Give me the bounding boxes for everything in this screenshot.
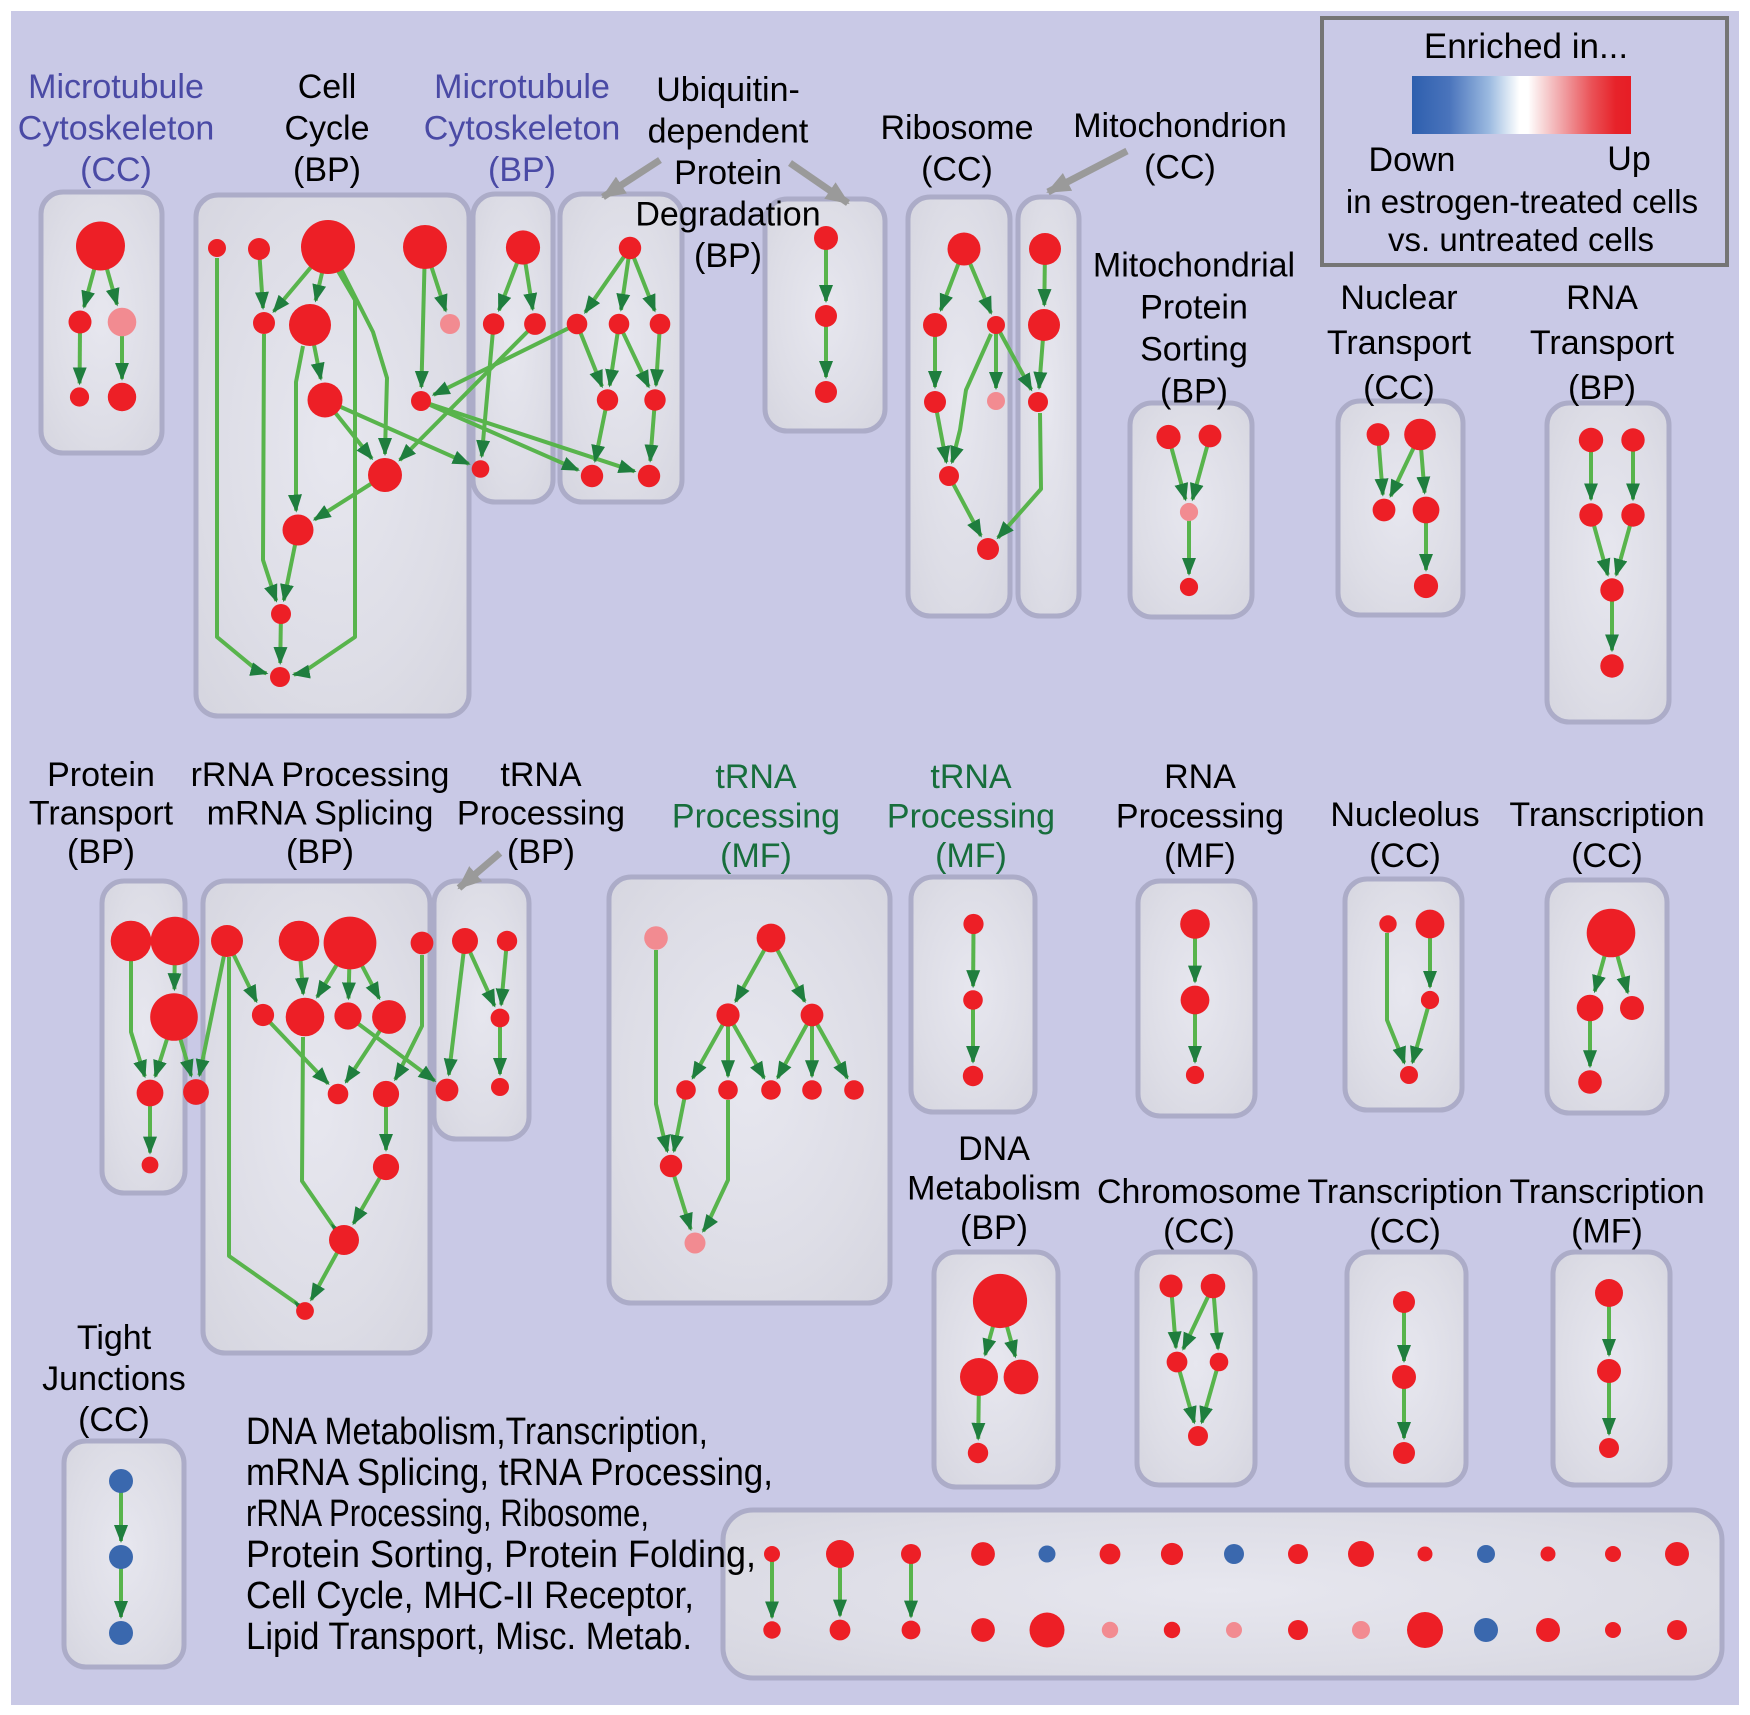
svg-text:Nuclear: Nuclear bbox=[1340, 279, 1457, 317]
svg-text:(MF): (MF) bbox=[1571, 1213, 1643, 1251]
svg-text:RNA: RNA bbox=[1566, 279, 1638, 317]
svg-text:Chromosome: Chromosome bbox=[1097, 1173, 1301, 1211]
svg-text:(BP): (BP) bbox=[286, 833, 354, 871]
svg-text:(MF): (MF) bbox=[720, 837, 792, 875]
svg-text:(CC): (CC) bbox=[1369, 1213, 1441, 1251]
svg-text:Processing: Processing bbox=[457, 795, 625, 833]
svg-text:Cytoskeleton: Cytoskeleton bbox=[18, 110, 215, 148]
svg-text:(BP): (BP) bbox=[1568, 369, 1636, 407]
svg-text:Protein: Protein bbox=[674, 154, 782, 192]
svg-text:Transcription: Transcription bbox=[1307, 1173, 1502, 1211]
svg-text:Transcription: Transcription bbox=[1509, 1173, 1704, 1211]
svg-text:Tight: Tight bbox=[77, 1319, 152, 1357]
svg-text:tRNA: tRNA bbox=[500, 756, 582, 794]
svg-text:Microtubule: Microtubule bbox=[434, 68, 610, 106]
svg-text:Cell Cycle, MHC-II Receptor,: Cell Cycle, MHC-II Receptor, bbox=[246, 1575, 694, 1617]
svg-text:Degradation: Degradation bbox=[635, 196, 820, 234]
svg-text:(CC): (CC) bbox=[1571, 837, 1643, 875]
svg-text:(BP): (BP) bbox=[488, 151, 556, 189]
svg-text:Processing: Processing bbox=[1116, 798, 1284, 836]
svg-text:(CC): (CC) bbox=[1144, 149, 1216, 187]
svg-text:Down: Down bbox=[1369, 141, 1456, 179]
svg-text:Protein Sorting, Protein Foldi: Protein Sorting, Protein Folding, bbox=[246, 1534, 756, 1576]
svg-text:(MF): (MF) bbox=[1164, 837, 1236, 875]
svg-text:(BP): (BP) bbox=[694, 237, 762, 275]
svg-text:Protein: Protein bbox=[1140, 289, 1248, 327]
svg-text:Cycle: Cycle bbox=[284, 110, 369, 148]
svg-text:Junctions: Junctions bbox=[42, 1360, 186, 1398]
svg-text:tRNA: tRNA bbox=[715, 758, 797, 796]
svg-text:Mitochondrion: Mitochondrion bbox=[1073, 107, 1287, 145]
svg-text:Metabolism: Metabolism bbox=[907, 1170, 1081, 1208]
svg-text:Up: Up bbox=[1607, 140, 1650, 178]
svg-text:Mitochondrial: Mitochondrial bbox=[1093, 247, 1295, 285]
svg-text:rRNA Processing: rRNA Processing bbox=[191, 756, 450, 794]
svg-text:Transport: Transport bbox=[29, 795, 174, 833]
svg-text:DNA Metabolism,Transcription,: DNA Metabolism,Transcription, bbox=[246, 1411, 708, 1453]
svg-text:vs. untreated cells: vs. untreated cells bbox=[1388, 221, 1654, 258]
svg-text:(BP): (BP) bbox=[1160, 373, 1228, 411]
svg-text:Ribosome: Ribosome bbox=[880, 109, 1033, 147]
svg-text:in estrogen-treated cells: in estrogen-treated cells bbox=[1346, 183, 1698, 220]
svg-text:Transport: Transport bbox=[1530, 324, 1675, 362]
svg-text:(MF): (MF) bbox=[935, 837, 1007, 875]
svg-text:(CC): (CC) bbox=[78, 1401, 150, 1439]
svg-text:DNA: DNA bbox=[958, 1130, 1030, 1168]
svg-text:Protein: Protein bbox=[47, 756, 155, 794]
svg-text:Processing: Processing bbox=[887, 798, 1055, 836]
svg-text:mRNA Splicing: mRNA Splicing bbox=[207, 795, 434, 833]
svg-text:Cytoskeleton: Cytoskeleton bbox=[424, 110, 621, 148]
svg-text:Ubiquitin-: Ubiquitin- bbox=[656, 71, 800, 109]
svg-text:dependent: dependent bbox=[648, 113, 809, 151]
svg-text:(CC): (CC) bbox=[921, 151, 993, 189]
svg-text:(CC): (CC) bbox=[80, 151, 152, 189]
svg-text:rRNA Processing, Ribosome,: rRNA Processing, Ribosome, bbox=[246, 1493, 649, 1535]
svg-text:Enriched in...: Enriched in... bbox=[1424, 27, 1628, 66]
svg-text:(BP): (BP) bbox=[293, 151, 361, 189]
svg-text:(CC): (CC) bbox=[1363, 369, 1435, 407]
svg-text:(BP): (BP) bbox=[507, 833, 575, 871]
svg-text:Transcription: Transcription bbox=[1509, 796, 1704, 834]
svg-text:mRNA Splicing, tRNA Processing: mRNA Splicing, tRNA Processing, bbox=[246, 1452, 773, 1494]
svg-text:Microtubule: Microtubule bbox=[28, 68, 204, 106]
svg-text:(BP): (BP) bbox=[960, 1209, 1028, 1247]
svg-text:Processing: Processing bbox=[672, 798, 840, 836]
svg-text:Lipid Transport, Misc. Metab.: Lipid Transport, Misc. Metab. bbox=[246, 1616, 692, 1658]
svg-text:Sorting: Sorting bbox=[1140, 331, 1248, 369]
svg-text:(BP): (BP) bbox=[67, 833, 135, 871]
svg-text:(CC): (CC) bbox=[1369, 837, 1441, 875]
svg-text:RNA: RNA bbox=[1164, 758, 1236, 796]
svg-text:Transport: Transport bbox=[1327, 324, 1472, 362]
svg-text:(CC): (CC) bbox=[1163, 1213, 1235, 1251]
svg-text:Nucleolus: Nucleolus bbox=[1330, 796, 1479, 834]
svg-text:tRNA: tRNA bbox=[930, 758, 1012, 796]
svg-text:Cell: Cell bbox=[298, 68, 357, 106]
